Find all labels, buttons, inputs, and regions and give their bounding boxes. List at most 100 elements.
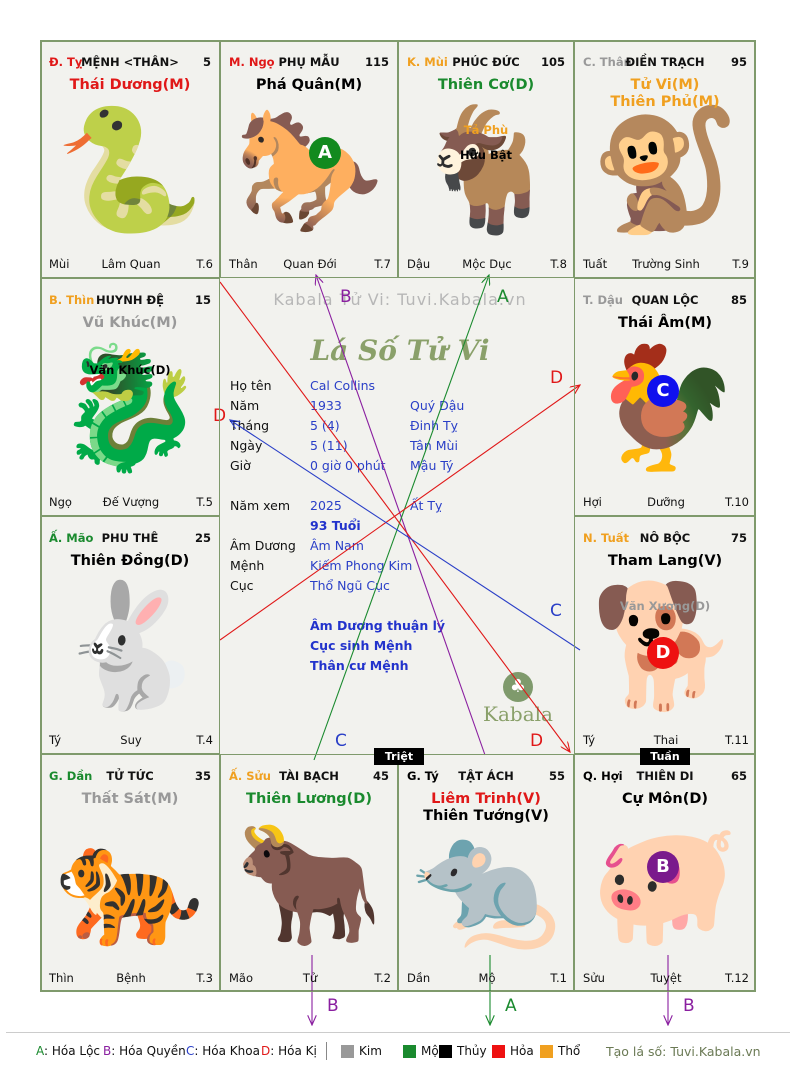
tree-icon: ♣ — [503, 672, 533, 702]
info-can-chi: Quý Dậu — [410, 398, 465, 413]
stem-branch: G. Dần — [49, 769, 93, 783]
footer-limit: T.2 — [374, 971, 391, 985]
palace-thin: 🐉 B. Thìn HUYNH ĐỆ 15 Vũ Khúc(M) Văn Khúc(D) N… — [40, 278, 220, 516]
element-label: Thổ — [558, 1044, 581, 1058]
stem-branch: Ấ. Sửu — [229, 769, 271, 783]
element-swatch — [492, 1045, 505, 1058]
palace-header: M. Ngọ PHỤ MẪU 115 — [229, 55, 389, 71]
legend-separator — [326, 1042, 327, 1060]
rat-icon: 🐀 — [411, 814, 561, 954]
footer-limit: T.12 — [725, 971, 749, 985]
footer-branch: Ngọ — [49, 495, 72, 509]
footer-stage: Trường Sinh — [632, 257, 700, 271]
year-can-chi: Ất Tỵ — [410, 498, 443, 513]
info-value: 0 giờ 0 phút — [310, 458, 386, 473]
chart-title: Lá Số Tử Vi — [310, 334, 490, 367]
palace-name: THIÊN DI — [636, 769, 694, 783]
legend-label: : Hóa Khoa — [194, 1044, 260, 1058]
footer-stage: Lâm Quan — [101, 257, 161, 271]
transform-arrow — [313, 275, 489, 761]
arrow-label: D — [550, 368, 564, 388]
footer-branch: Tý — [583, 733, 596, 747]
stem-branch: M. Ngọ — [229, 55, 275, 69]
transform-arrow — [219, 281, 570, 752]
palace-footer: Dậu Mộc Dục T.8 — [407, 257, 567, 271]
arrow-label: A — [505, 996, 517, 1016]
legend-item: B: Hóa Quyền — [103, 1044, 186, 1058]
palace-name: NÔ BỘC — [639, 531, 691, 545]
footer-branch: Mùi — [49, 257, 70, 271]
footer-limit: T.8 — [550, 257, 567, 271]
footer-branch: Dần — [407, 971, 431, 985]
palace-name: QUAN LỘC — [631, 293, 699, 307]
arrow-label: A — [497, 287, 509, 307]
palace-header: G. Tý TẬT ÁCH 55 — [407, 769, 565, 785]
age: 93 Tuổi — [310, 518, 361, 533]
palace-tyy: 🐀 G. Tý TẬT ÁCH 55 Liêm Trinh(V) Thiên Tướng(… — [398, 754, 574, 992]
footer-limit: T.5 — [196, 495, 213, 509]
info-can-chi: Tân Mùi — [410, 438, 458, 453]
pig-icon: 🐖 — [590, 814, 740, 954]
main-star: Liêm Trinh(V) — [431, 791, 541, 807]
element-swatch — [341, 1045, 354, 1058]
main-star: Tham Lang(V) — [607, 553, 723, 569]
palace-header: N. Tuất NÔ BỘC 75 — [583, 531, 747, 547]
info-label: Cục — [230, 578, 254, 593]
element-swatch — [403, 1045, 416, 1058]
info-value: 5 (4) — [310, 418, 340, 433]
watermark: Kabala Tử Vi: Tuvi.Kabala.vn — [273, 290, 527, 309]
legend-divider — [6, 1032, 790, 1033]
main-star: Thiên Tướng(V) — [423, 808, 549, 824]
palace-name: TÀI BẠCH — [279, 769, 339, 783]
palace-name: HUYNH ĐỆ — [95, 293, 165, 307]
info-label: Họ tên — [230, 378, 272, 393]
palace-footer: Sửu Tuyệt T.12 — [583, 971, 749, 985]
info-value: Kiếm Phong Kim — [310, 558, 413, 573]
palace-header: C. Thân ĐIỀN TRẠCH 95 — [583, 55, 747, 71]
minor-star: Văn Khúc(D) — [89, 363, 171, 377]
legend-label: : Hóa Kị — [270, 1044, 317, 1058]
footer-limit: T.7 — [374, 257, 391, 271]
palace-footer: Ngọ Đế Vượng T.5 — [49, 495, 213, 509]
palace-footer: Tý Suy T.4 — [49, 733, 213, 747]
element-label: Kim — [359, 1044, 382, 1058]
center-panel: Kabala Tử Vi: Tuvi.Kabala.vn Lá Số Tử Vi… — [220, 278, 574, 754]
palace-number: 105 — [540, 55, 565, 69]
footer-stage: Bệnh — [116, 971, 146, 985]
info-label: Ngày — [230, 438, 263, 453]
footer-branch: Tuất — [583, 257, 608, 271]
site-credit: Tạo lá số: Tuvi.Kabala.vn — [606, 1044, 761, 1059]
main-star: Thái Âm(M) — [617, 315, 713, 331]
snake-icon: 🐍 — [55, 100, 205, 240]
ox-icon: 🐂 — [234, 814, 384, 954]
rooster-icon: 🐓 — [590, 338, 740, 478]
palace-name: PHỤ MẪU — [278, 55, 340, 69]
footer-branch: Thân — [229, 257, 258, 271]
palace-mui: 🐐 K. Mùi PHÚC ĐỨC 105 Thiên Cơ(D) Tả Phù Hữu B… — [398, 40, 574, 278]
arrow-label: B — [340, 287, 352, 307]
main-star: Thiên Cơ(D) — [437, 77, 535, 93]
tag-triet: Triệt — [374, 748, 424, 765]
palace-footer: Tý Thai T.11 — [583, 733, 749, 747]
transform-badge: A — [309, 137, 341, 169]
year-value: 2025 — [310, 498, 342, 513]
footer-stage: Dưỡng — [647, 495, 685, 509]
footer-stage: Đế Vượng — [102, 495, 160, 509]
footer-limit: T.1 — [550, 971, 567, 985]
note: Thân cư Mệnh — [310, 658, 409, 673]
note: Cục sinh Mệnh — [310, 638, 413, 653]
palace-footer: Tuất Trường Sinh T.9 — [583, 257, 749, 271]
main-star: Vũ Khúc(M) — [82, 315, 178, 331]
arrow-label: B — [327, 996, 339, 1016]
main-star: Thiên Lương(D) — [246, 791, 372, 807]
palace-footer: Hợi Dưỡng T.10 — [583, 495, 749, 509]
palace-suu: 🐂 Ấ. Sửu TÀI BẠCH 45 Thiên Lương(D) Mão Tử T.2 — [220, 754, 398, 992]
palace-name: ĐIỀN TRẠCH — [625, 55, 705, 69]
main-star: Thái Dương(M) — [69, 77, 191, 93]
info-value: 1933 — [310, 398, 342, 413]
footer-stage: Quan Đới — [283, 257, 337, 271]
monkey-icon: 🐒 — [590, 100, 740, 240]
tag-tuan: Tuần — [640, 748, 690, 765]
